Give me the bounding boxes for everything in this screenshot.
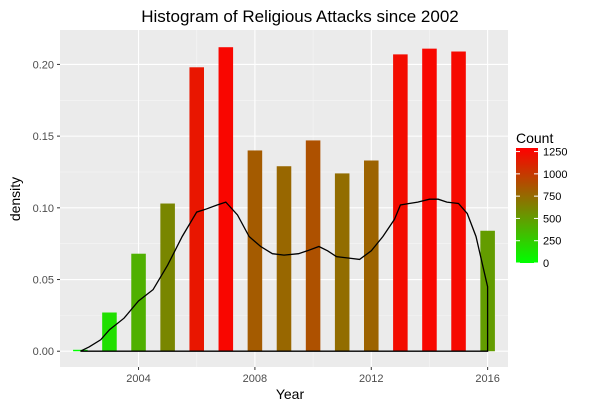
bar-2008 (247, 150, 263, 352)
y-axis: 0.00 0.05 0.10 0.15 0.20 (33, 59, 60, 358)
legend-ticks: 0 250 500 750 1000 1250 (516, 147, 567, 270)
bar-2011 (334, 173, 350, 352)
y-tick-label: 0.05 (33, 275, 54, 287)
y-axis-title: density (7, 177, 23, 221)
x-axis: 2004 2008 2012 2016 (126, 367, 500, 385)
bar-2007 (218, 47, 234, 352)
bar-2004 (131, 253, 146, 352)
x-axis-title: Year (276, 386, 305, 402)
x-tick-label: 2016 (475, 373, 499, 385)
bar-2005 (160, 203, 175, 352)
density-curve-layer (80, 198, 489, 352)
legend: Count 0 250 500 750 1000 1250 (516, 130, 567, 270)
bar-2015 (451, 51, 466, 352)
bar-2010 (305, 140, 321, 352)
y-tick-label: 0.15 (33, 131, 54, 143)
legend-label: 1250 (543, 147, 567, 159)
y-tick-label: 0.00 (33, 346, 54, 358)
x-tick-label: 2012 (359, 373, 383, 385)
bar-series (73, 47, 495, 352)
y-tick-label: 0.20 (33, 59, 54, 71)
x-tick-label: 2008 (243, 373, 267, 385)
legend-title: Count (516, 130, 553, 146)
legend-label: 250 (543, 236, 561, 248)
bar-2014 (422, 48, 437, 352)
y-tick-label: 0.10 (33, 203, 54, 215)
bar-2012 (364, 160, 379, 352)
legend-label: 500 (543, 213, 561, 225)
bar-2006 (189, 67, 204, 352)
legend-label: 0 (543, 258, 549, 270)
legend-label: 1000 (543, 169, 567, 181)
x-tick-label: 2004 (126, 373, 150, 385)
bar-2003 (102, 312, 117, 352)
bar-2009 (276, 166, 292, 352)
chart-title: Histogram of Religious Attacks since 200… (141, 7, 459, 26)
bar-2013 (393, 54, 408, 352)
legend-label: 750 (543, 191, 561, 203)
density-curve (80, 198, 489, 352)
legend-colorbar (516, 148, 538, 263)
